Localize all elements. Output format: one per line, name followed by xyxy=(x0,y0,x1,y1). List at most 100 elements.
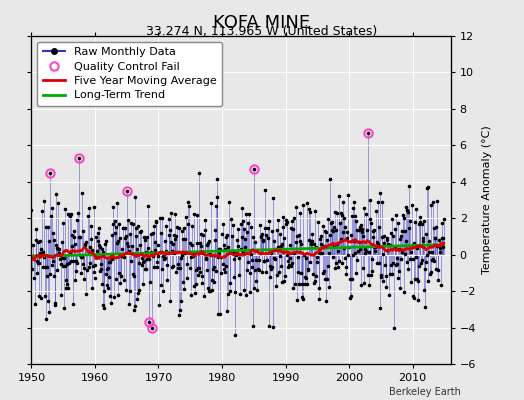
Point xyxy=(233,251,242,257)
Point xyxy=(345,275,354,282)
Point xyxy=(91,262,99,268)
Point xyxy=(117,273,125,279)
Point xyxy=(90,204,99,210)
Point xyxy=(434,267,442,273)
Point xyxy=(107,251,115,257)
Point xyxy=(77,254,85,260)
Point xyxy=(258,231,266,238)
Point xyxy=(430,258,438,264)
Point xyxy=(323,237,332,243)
Point xyxy=(157,282,165,288)
Point xyxy=(187,254,195,260)
Point xyxy=(191,266,200,273)
Point xyxy=(371,248,379,254)
Point xyxy=(285,250,293,256)
Point xyxy=(205,288,214,294)
Point xyxy=(211,227,220,233)
Point xyxy=(100,304,108,311)
Point xyxy=(320,268,329,274)
Point xyxy=(149,253,157,260)
Point xyxy=(130,306,138,313)
Point xyxy=(240,286,248,293)
Point xyxy=(393,255,401,261)
Point xyxy=(276,253,284,259)
Point xyxy=(39,198,48,204)
Point xyxy=(333,210,341,216)
Point xyxy=(265,218,273,224)
Point xyxy=(399,211,407,218)
Point xyxy=(222,234,230,240)
Point xyxy=(403,259,411,265)
Point xyxy=(249,166,258,172)
Point xyxy=(98,281,106,287)
Point xyxy=(102,266,111,272)
Point xyxy=(352,218,360,224)
Point xyxy=(251,267,259,273)
Point xyxy=(405,225,413,232)
Point xyxy=(188,242,196,248)
Point xyxy=(289,285,297,291)
Point xyxy=(233,236,241,243)
Point xyxy=(347,276,356,283)
Point xyxy=(309,280,318,286)
Point xyxy=(313,249,322,255)
Point xyxy=(122,287,130,293)
Point xyxy=(242,291,250,298)
Point xyxy=(405,183,413,190)
Point xyxy=(220,266,228,272)
Point xyxy=(92,248,101,254)
Point xyxy=(280,234,289,241)
Point xyxy=(404,209,412,215)
Point xyxy=(326,176,334,182)
Point xyxy=(168,248,176,254)
Point xyxy=(384,241,392,248)
Point xyxy=(389,260,398,267)
Point xyxy=(99,249,107,255)
Point xyxy=(277,263,286,270)
Point xyxy=(61,206,69,212)
Point xyxy=(134,290,143,296)
Point xyxy=(421,266,429,272)
Point xyxy=(440,216,448,222)
Point xyxy=(415,262,423,269)
Point xyxy=(372,244,380,250)
Point xyxy=(291,281,299,287)
Point xyxy=(38,208,46,214)
Point xyxy=(142,249,150,255)
Point xyxy=(150,223,158,230)
Point xyxy=(346,295,354,302)
Point xyxy=(271,256,280,262)
Point xyxy=(250,239,259,245)
Point xyxy=(286,255,294,261)
Point xyxy=(275,269,283,276)
Point xyxy=(345,244,353,250)
Point xyxy=(41,316,50,322)
Point xyxy=(324,216,332,222)
Point xyxy=(129,272,138,279)
Point xyxy=(234,226,243,232)
Point xyxy=(58,255,67,261)
Point xyxy=(42,224,50,230)
Point xyxy=(118,246,126,252)
Point xyxy=(84,205,93,211)
Point xyxy=(178,251,187,258)
Point xyxy=(245,270,254,276)
Point xyxy=(78,253,86,260)
Point xyxy=(69,301,78,307)
Point xyxy=(154,253,162,260)
Point xyxy=(409,256,417,262)
Point xyxy=(210,264,218,270)
Point xyxy=(354,227,363,233)
Point xyxy=(438,220,446,226)
Point xyxy=(422,259,430,265)
Point xyxy=(174,261,182,267)
Point xyxy=(174,312,183,318)
Point xyxy=(424,278,432,285)
Point xyxy=(183,260,191,267)
Point xyxy=(173,224,181,230)
Point xyxy=(267,249,275,256)
Point xyxy=(239,249,247,255)
Point xyxy=(264,225,272,232)
Point xyxy=(108,232,117,238)
Point xyxy=(138,281,147,288)
